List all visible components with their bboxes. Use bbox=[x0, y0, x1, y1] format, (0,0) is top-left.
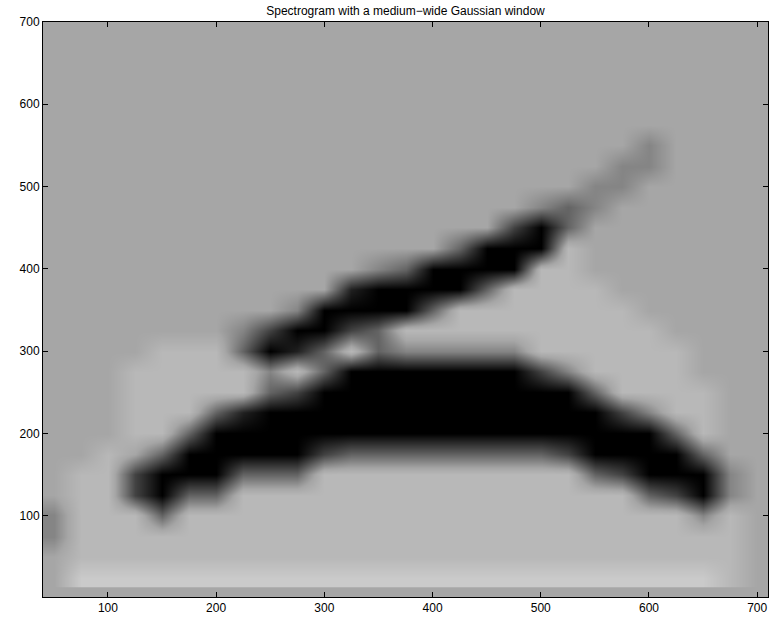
svg-text:100: 100 bbox=[20, 509, 40, 523]
svg-text:500: 500 bbox=[20, 180, 40, 194]
svg-text:700: 700 bbox=[20, 15, 40, 29]
svg-text:700: 700 bbox=[747, 601, 767, 615]
svg-text:100: 100 bbox=[98, 601, 118, 615]
svg-text:300: 300 bbox=[20, 344, 40, 358]
svg-text:Spectrogram with a medium−wide: Spectrogram with a medium−wide Gaussian … bbox=[266, 4, 545, 18]
svg-text:600: 600 bbox=[639, 601, 659, 615]
svg-text:400: 400 bbox=[423, 601, 443, 615]
svg-text:200: 200 bbox=[206, 601, 226, 615]
svg-text:600: 600 bbox=[20, 97, 40, 111]
svg-text:500: 500 bbox=[531, 601, 551, 615]
svg-text:200: 200 bbox=[20, 427, 40, 441]
svg-text:400: 400 bbox=[20, 262, 40, 276]
svg-text:300: 300 bbox=[314, 601, 334, 615]
